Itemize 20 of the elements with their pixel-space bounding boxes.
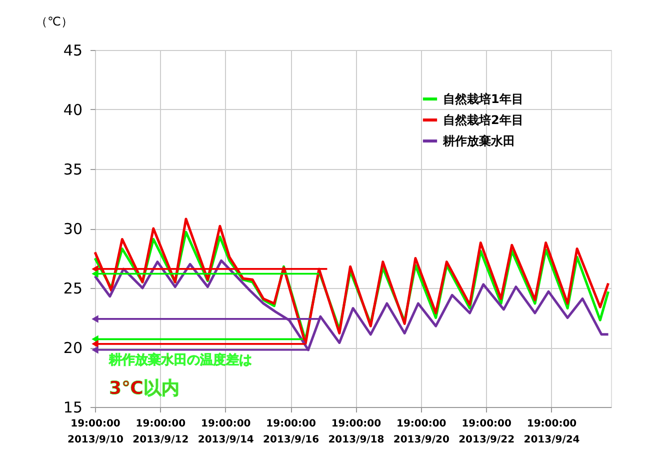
- y-tick-label: 40: [63, 101, 82, 119]
- x-tick-label: 19:00:00 2013/9/22: [458, 418, 515, 446]
- x-tick-label: 19:00:00 2013/9/10: [67, 418, 124, 446]
- x-tick-label: 19:00:00 2013/9/12: [132, 418, 189, 446]
- y-tick-label: 35: [63, 160, 82, 178]
- x-tick-label: 19:00:00 2013/9/18: [328, 418, 384, 446]
- annotation: 耕作放棄水田の温度差は 3℃以内: [108, 352, 252, 399]
- y-tick-label: 15: [63, 398, 82, 416]
- legend-label: 自然栽培1年目: [443, 92, 524, 106]
- x-tick-label: 19:00:00 2013/9/24: [524, 418, 580, 446]
- y-tick-label: 30: [63, 220, 82, 238]
- y-tick-label: 25: [63, 280, 82, 298]
- x-tick-label: 19:00:00 2013/9/14: [198, 418, 254, 446]
- y-axis-title: （℃）: [36, 14, 73, 28]
- legend-label: 自然栽培2年目: [443, 113, 524, 127]
- y-tick-label: 45: [63, 42, 82, 60]
- legend-label: 耕作放棄水田: [442, 134, 515, 148]
- x-tick-label: 19:00:00 2013/9/16: [263, 418, 320, 446]
- y-tick-label: 20: [63, 339, 82, 357]
- x-tick-label: 19:00:00 2013/9/20: [393, 418, 450, 446]
